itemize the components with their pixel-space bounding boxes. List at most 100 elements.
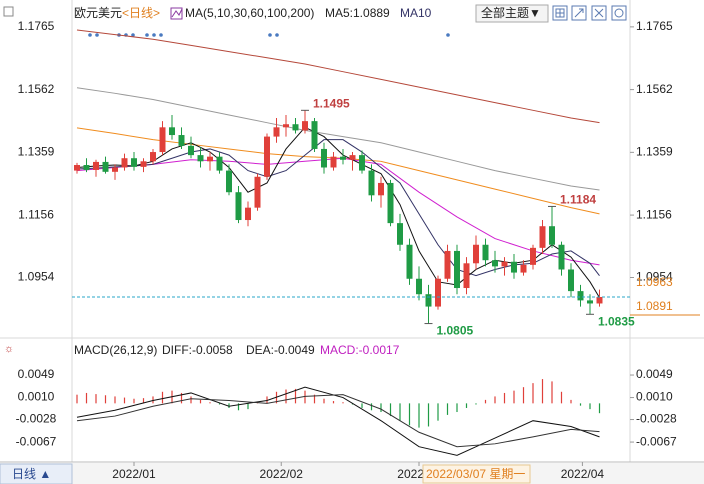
candle-body — [416, 278, 422, 295]
candle-body — [577, 291, 584, 301]
theme-button[interactable] — [475, 4, 549, 23]
period-label: <日线> — [122, 6, 160, 20]
y-tick-label: 1.1562 — [18, 82, 55, 96]
candle-body — [254, 176, 261, 208]
candle-body — [273, 127, 280, 137]
y-tick-label: 1.1156 — [18, 207, 54, 221]
candle-body — [330, 156, 337, 168]
candle-body — [74, 165, 80, 171]
event-marker — [152, 33, 156, 37]
y-tick-label-right: 1.0954 — [636, 270, 673, 284]
candle-body — [549, 226, 555, 245]
candle-body — [292, 124, 299, 131]
candle-body — [511, 261, 517, 273]
candle-body — [454, 250, 460, 289]
y-tick-label-right: 1.1765 — [636, 19, 673, 33]
y-tick-label: 0.0049 — [18, 367, 55, 381]
candle-body — [530, 247, 536, 265]
candle-body — [264, 136, 270, 177]
dea-legend: DEA:-0.0049 — [246, 343, 315, 357]
y-tick-label: 1.0954 — [18, 270, 55, 284]
y-tick-label: -0.0028 — [16, 412, 57, 426]
ma10-legend: MA10 — [400, 6, 432, 20]
plot: 1.0954 1.0954 1.1156 1.1156 1.1359 1.1359 1.15… — [16, 19, 700, 481]
candle-body — [302, 121, 308, 131]
event-marker — [159, 33, 163, 37]
symbol-title: 欧元美元 — [74, 6, 122, 20]
candle-body — [159, 127, 166, 153]
candle-body — [473, 244, 479, 264]
candle-body — [539, 226, 546, 248]
indicator-line — [76, 386, 600, 456]
last-price-label: 1.0891 — [636, 299, 673, 313]
candle-body — [463, 263, 470, 289]
ma5-legend: MA5:1.0889 — [325, 6, 390, 20]
menu-icon[interactable] — [3, 6, 14, 17]
candle-body — [102, 161, 109, 172]
theme-button-label: 全部主题▼ — [481, 5, 541, 20]
candle-body — [349, 155, 356, 160]
candle-body — [596, 296, 603, 304]
candle-body — [425, 294, 432, 307]
period-button[interactable] — [0, 463, 73, 484]
y-tick-label-right: -0.0028 — [636, 412, 677, 426]
candle-body — [387, 182, 394, 224]
candle-body — [359, 155, 365, 171]
candle-body — [178, 135, 185, 146]
candle-body — [121, 158, 128, 168]
y-tick-label: 1.1359 — [18, 145, 55, 159]
candle-body — [321, 148, 327, 168]
candle-body — [131, 158, 137, 167]
candle-body — [587, 300, 593, 304]
candle-body — [435, 278, 441, 307]
event-marker — [95, 33, 99, 37]
macd-title: MACD(26,12,9) — [74, 343, 157, 357]
y-tick-label: 1.1765 — [18, 19, 55, 33]
ma-level-label: 1.0963 — [636, 275, 673, 289]
tool-grid-icon — [555, 8, 565, 18]
x-tick-label: 2022/01 — [112, 467, 156, 481]
y-tick-label-right: 1.1562 — [636, 82, 673, 96]
event-marker — [145, 33, 149, 37]
tool-settings-icon — [614, 8, 624, 18]
tool-remove-icon — [594, 8, 604, 18]
candle-body — [169, 127, 175, 136]
event-markers — [88, 33, 450, 37]
candle-body — [283, 124, 289, 128]
candle-body — [444, 250, 451, 279]
candle-body — [482, 244, 489, 261]
macd-icon[interactable]: ☼ — [4, 343, 14, 355]
candle-body — [245, 207, 251, 221]
candle-body — [568, 269, 574, 292]
y-tick-label-right: -0.0067 — [636, 434, 677, 448]
candle-body — [93, 161, 99, 170]
indicator-line — [76, 394, 600, 448]
event-marker — [268, 33, 272, 37]
extreme-label: 1.1495 — [313, 96, 350, 110]
period-button-label: 日线 ▲ — [12, 467, 51, 481]
tool-compare-icon — [574, 8, 584, 18]
candle-body — [150, 152, 156, 162]
candle-body — [492, 260, 498, 267]
y-tick-label-right: 0.0010 — [636, 390, 673, 404]
event-marker — [275, 33, 279, 37]
candle-body — [235, 192, 242, 221]
candle-body — [197, 155, 204, 162]
x-tick-label: 2022/02 — [260, 467, 304, 481]
x-tick-label: 2022/04 — [561, 467, 605, 481]
ma-indicator: MA(5,10,30,60,100,200) — [185, 6, 314, 20]
ma-icon — [170, 7, 183, 20]
tool-settings[interactable] — [611, 5, 627, 21]
macd-legend: MACD:-0.0017 — [320, 343, 400, 357]
candle-body — [216, 156, 223, 171]
candle-body — [226, 170, 232, 193]
candle-body — [311, 121, 318, 149]
indicator-line — [76, 29, 600, 124]
y-tick-label: -0.0067 — [16, 434, 57, 448]
candle-body — [558, 244, 565, 270]
y-tick-label: 0.0010 — [18, 390, 55, 404]
y-tick-label-right: 1.1156 — [636, 207, 672, 221]
candle-body — [140, 161, 147, 167]
